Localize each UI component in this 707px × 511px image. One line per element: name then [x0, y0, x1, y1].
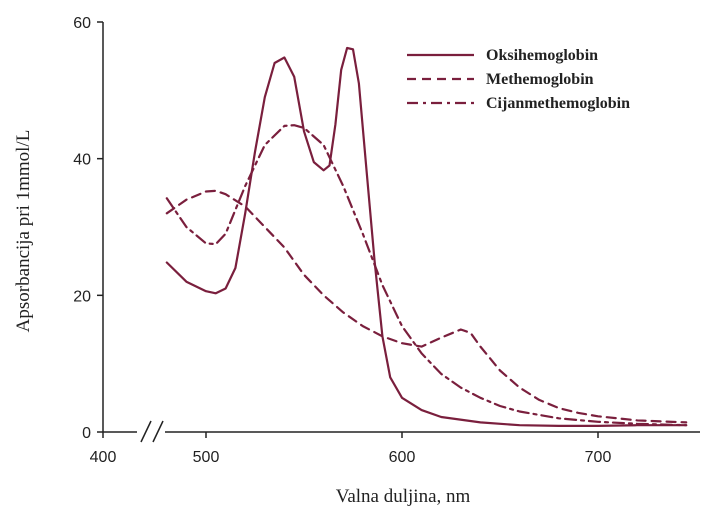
series-lines — [165, 46, 688, 427]
axis-break-slash — [140, 420, 152, 443]
series-line-dashdot — [165, 124, 688, 427]
x-ticks: 400 500 600 700 — [90, 432, 612, 466]
y-tick-label: 40 — [73, 152, 91, 169]
axis-break-slash — [152, 420, 164, 443]
legend-label: Methemoglobin — [486, 71, 594, 88]
y-ticks: 0 20 40 60 — [73, 15, 103, 442]
x-tick-label: 700 — [585, 449, 612, 466]
y-tick-label: 60 — [73, 15, 91, 32]
y-tick-label: 20 — [73, 288, 91, 305]
legend-label: Oksihemoglobin — [486, 47, 598, 64]
legend-label: Cijanmethemoglobin — [486, 95, 630, 112]
axis-break-marker — [140, 420, 164, 443]
y-tick-label: 0 — [82, 425, 91, 442]
series-line-dashed — [165, 189, 688, 424]
legend: Oksihemoglobin Methemoglobin Cijanmethemog… — [407, 47, 630, 112]
x-tick-label: 500 — [193, 449, 220, 466]
x-tick-label: 400 — [90, 449, 117, 466]
y-axis-title: Apsorbancija pri 1mmol/L — [13, 130, 34, 333]
series-line-solid — [165, 46, 688, 427]
x-tick-label: 600 — [389, 449, 416, 466]
axes: 0 20 40 60 400 500 600 700 — [73, 15, 700, 466]
x-axis-title: Valna duljina, nm — [336, 486, 471, 507]
